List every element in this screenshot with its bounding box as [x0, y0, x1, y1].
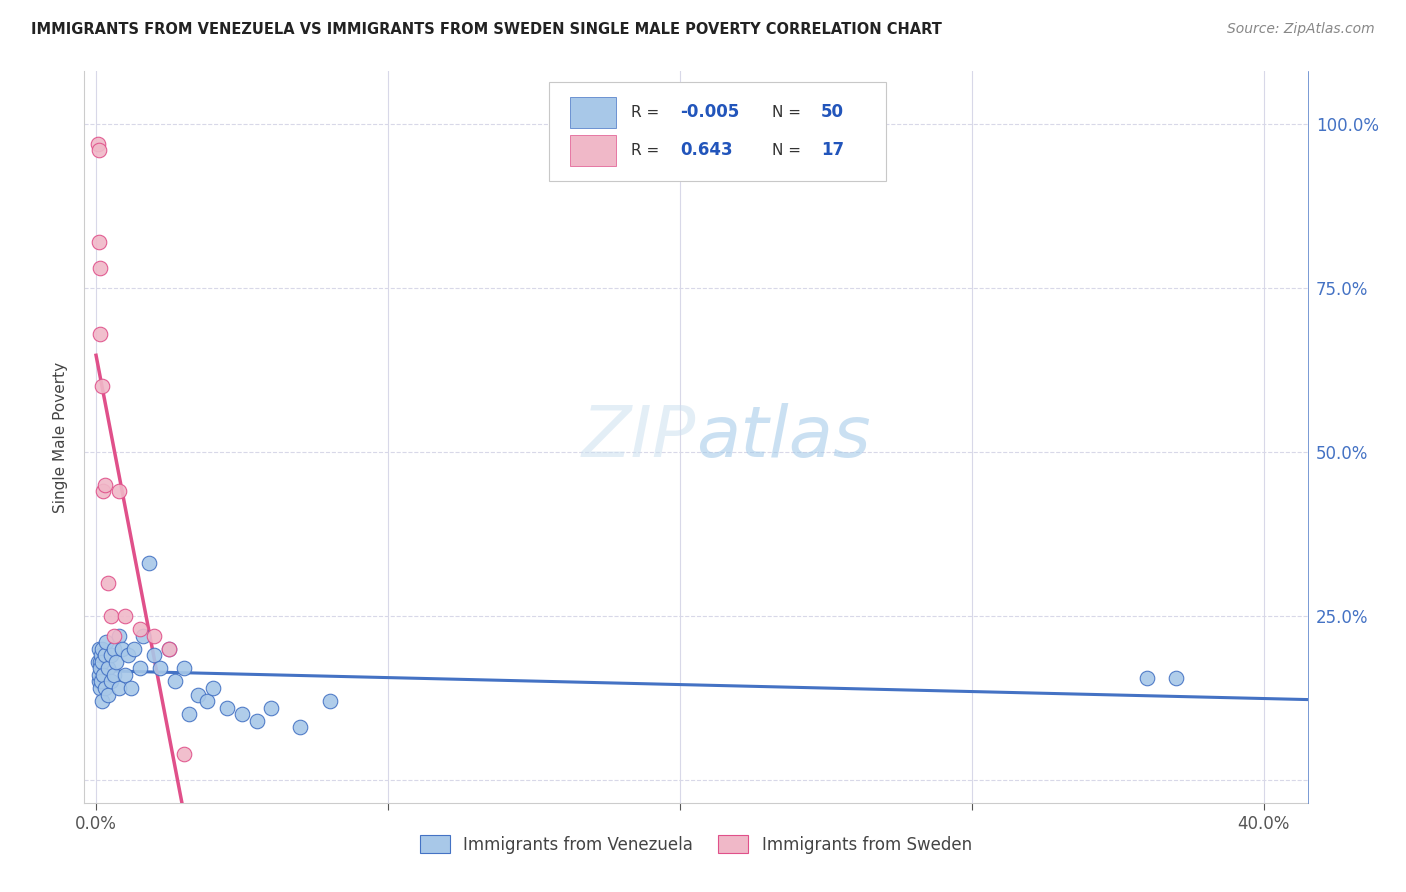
Point	[90, 641, 112, 656]
Point	[128, 622, 150, 636]
Point	[96, 635, 118, 649]
Point	[246, 714, 269, 728]
Point	[108, 628, 131, 642]
Point	[157, 641, 180, 656]
Point	[108, 681, 131, 695]
Point	[87, 668, 110, 682]
Point	[94, 477, 117, 491]
Point	[132, 628, 155, 642]
Point	[87, 143, 110, 157]
Point	[1136, 671, 1159, 685]
Bar	[569, 135, 616, 166]
Point	[122, 641, 145, 656]
Point	[103, 628, 125, 642]
Point	[90, 648, 112, 663]
Point	[87, 235, 110, 249]
Y-axis label: Single Male Poverty: Single Male Poverty	[53, 361, 69, 513]
Point	[179, 707, 201, 722]
Point	[89, 655, 111, 669]
Point	[108, 484, 131, 499]
Text: IMMIGRANTS FROM VENEZUELA VS IMMIGRANTS FROM SWEDEN SINGLE MALE POVERTY CORRELAT: IMMIGRANTS FROM VENEZUELA VS IMMIGRANTS …	[31, 22, 942, 37]
Point	[143, 648, 166, 663]
Point	[231, 707, 253, 722]
Point	[128, 661, 150, 675]
Point	[94, 681, 117, 695]
Point	[87, 641, 110, 656]
Point	[143, 628, 166, 642]
Point	[87, 674, 110, 689]
Text: R =: R =	[631, 105, 664, 120]
Point	[100, 608, 122, 623]
Point	[117, 648, 139, 663]
Text: 50: 50	[821, 103, 844, 121]
Point	[201, 681, 224, 695]
Point	[103, 668, 125, 682]
Point	[195, 694, 218, 708]
Point	[290, 720, 312, 734]
Point	[318, 694, 340, 708]
Point	[260, 700, 283, 714]
Point	[187, 688, 209, 702]
Point	[97, 661, 120, 675]
Text: 0.643: 0.643	[681, 141, 733, 160]
Point	[97, 576, 120, 591]
Point	[120, 681, 142, 695]
Point	[90, 694, 112, 708]
Text: R =: R =	[631, 143, 669, 158]
Text: 17: 17	[821, 141, 844, 160]
Text: atlas: atlas	[696, 402, 870, 472]
Point	[90, 674, 112, 689]
Point	[138, 557, 160, 571]
Point	[114, 668, 136, 682]
Point	[91, 655, 114, 669]
Point	[89, 326, 111, 341]
Point	[149, 661, 172, 675]
Point	[91, 484, 114, 499]
Point	[97, 688, 120, 702]
Legend: Immigrants from Venezuela, Immigrants from Sweden: Immigrants from Venezuela, Immigrants fr…	[413, 829, 979, 860]
Point	[94, 648, 117, 663]
Bar	[569, 97, 616, 128]
Point	[114, 608, 136, 623]
Point	[87, 655, 110, 669]
Point	[89, 681, 111, 695]
Text: -0.005: -0.005	[681, 103, 740, 121]
FancyBboxPatch shape	[550, 82, 886, 181]
Point	[173, 747, 195, 761]
Point	[1166, 671, 1188, 685]
Point	[103, 641, 125, 656]
Point	[90, 379, 112, 393]
Text: N =: N =	[772, 143, 806, 158]
Point	[91, 668, 114, 682]
Point	[100, 674, 122, 689]
Point	[173, 661, 195, 675]
Text: ZIP: ZIP	[582, 402, 696, 472]
Text: Source: ZipAtlas.com: Source: ZipAtlas.com	[1227, 22, 1375, 37]
Point	[111, 641, 134, 656]
Point	[89, 261, 111, 276]
Point	[100, 648, 122, 663]
Point	[217, 700, 239, 714]
Point	[87, 136, 110, 151]
Point	[157, 641, 180, 656]
Text: N =: N =	[772, 105, 806, 120]
Point	[163, 674, 186, 689]
Point	[105, 655, 128, 669]
Point	[89, 661, 111, 675]
